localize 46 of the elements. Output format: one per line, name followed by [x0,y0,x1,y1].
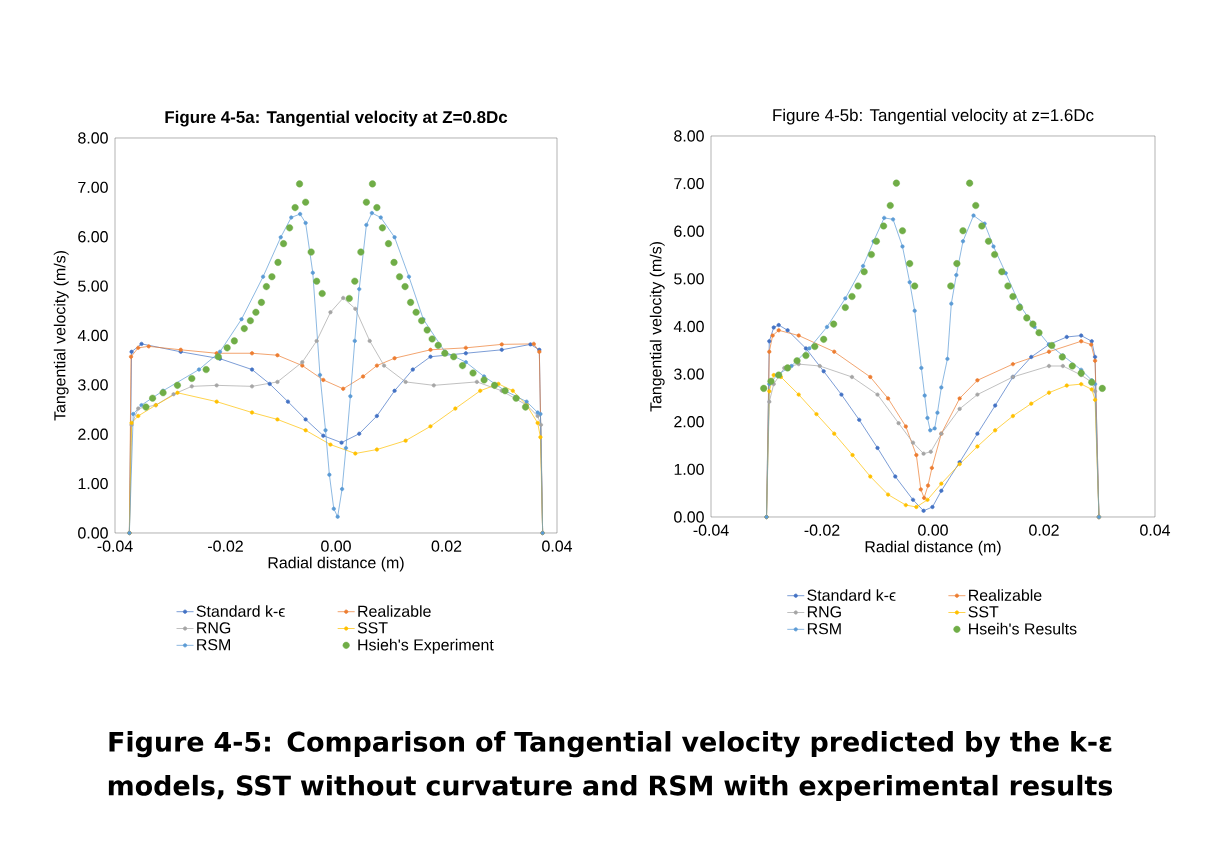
legend-label: RSM [197,639,230,651]
legend-label: Standard k-ϵ [807,589,896,601]
y-tick-label: 1.00 [78,477,108,490]
y-axis-title: Tangential velocity (m/s) [649,242,665,412]
y-tick-label: 3.00 [674,368,704,380]
caption: Figure 4-5: Comparison of Tangential velocity predicted by the k-ε models, SST without curvature and RSM with experimental results [108,731,1113,801]
y-axis-title: Tangential velocity (m/s) [53,251,69,421]
x-tick-label: 0.02 [1029,524,1059,536]
y-tick-label: 3.00 [78,379,108,391]
y-tick-label: 1.00 [674,463,704,475]
y-tick-label: 6.00 [674,225,704,237]
y-tick-label: 4.00 [77,329,108,342]
legend-label: Hseih's Results [969,622,1077,635]
x-tick-label: -0.02 [804,524,840,536]
legend-label: RNG [807,606,841,618]
y-tick-label: 0.00 [674,511,704,523]
x-tick-label: -0.02 [208,540,243,552]
legend-label: RSM [807,623,841,635]
legend-label: Standard k-ϵ [196,605,285,617]
y-tick-label: 7.00 [78,181,108,194]
legend-label: Realizable [969,589,1042,601]
x-tick-label: 0.04 [1140,524,1171,536]
legend-label: Realizable [358,605,431,617]
x-tick-label: 0.00 [918,524,948,536]
y-tick-label: 6.00 [78,231,108,243]
legend-label: SST [357,622,388,634]
x-tick-label: -0.04 [97,540,133,552]
y-tick-label: 4.00 [673,320,704,333]
y-tick-label: 2.00 [78,428,108,440]
chart-title: Figure 4-5b: Tangential velocity at z=1.6Dc [773,108,1094,125]
x-tick-label: -0.04 [693,524,729,536]
y-tick-label: 2.00 [674,416,704,428]
y-tick-label: 8.00 [78,132,108,144]
legend-label: RNG [197,622,231,634]
x-tick-label: 0.00 [321,540,351,552]
legend-label: Hsieh's Experiment [358,638,494,654]
x-tick-label: 0.04 [542,540,573,552]
x-axis-title: Radial distance (m) [865,540,1001,556]
y-tick-label: 8.00 [674,130,704,142]
x-axis-title: Radial distance (m) [268,556,404,572]
y-tick-label: 7.00 [674,177,704,190]
legend-label: SST [968,606,999,618]
y-tick-label: 5.00 [674,273,704,285]
x-tick-label: 0.02 [431,540,462,552]
chart-title: Figure 4-5a: Tangential velocity at Z=0.8Dc [165,110,508,127]
y-tick-label: 5.00 [78,280,108,292]
